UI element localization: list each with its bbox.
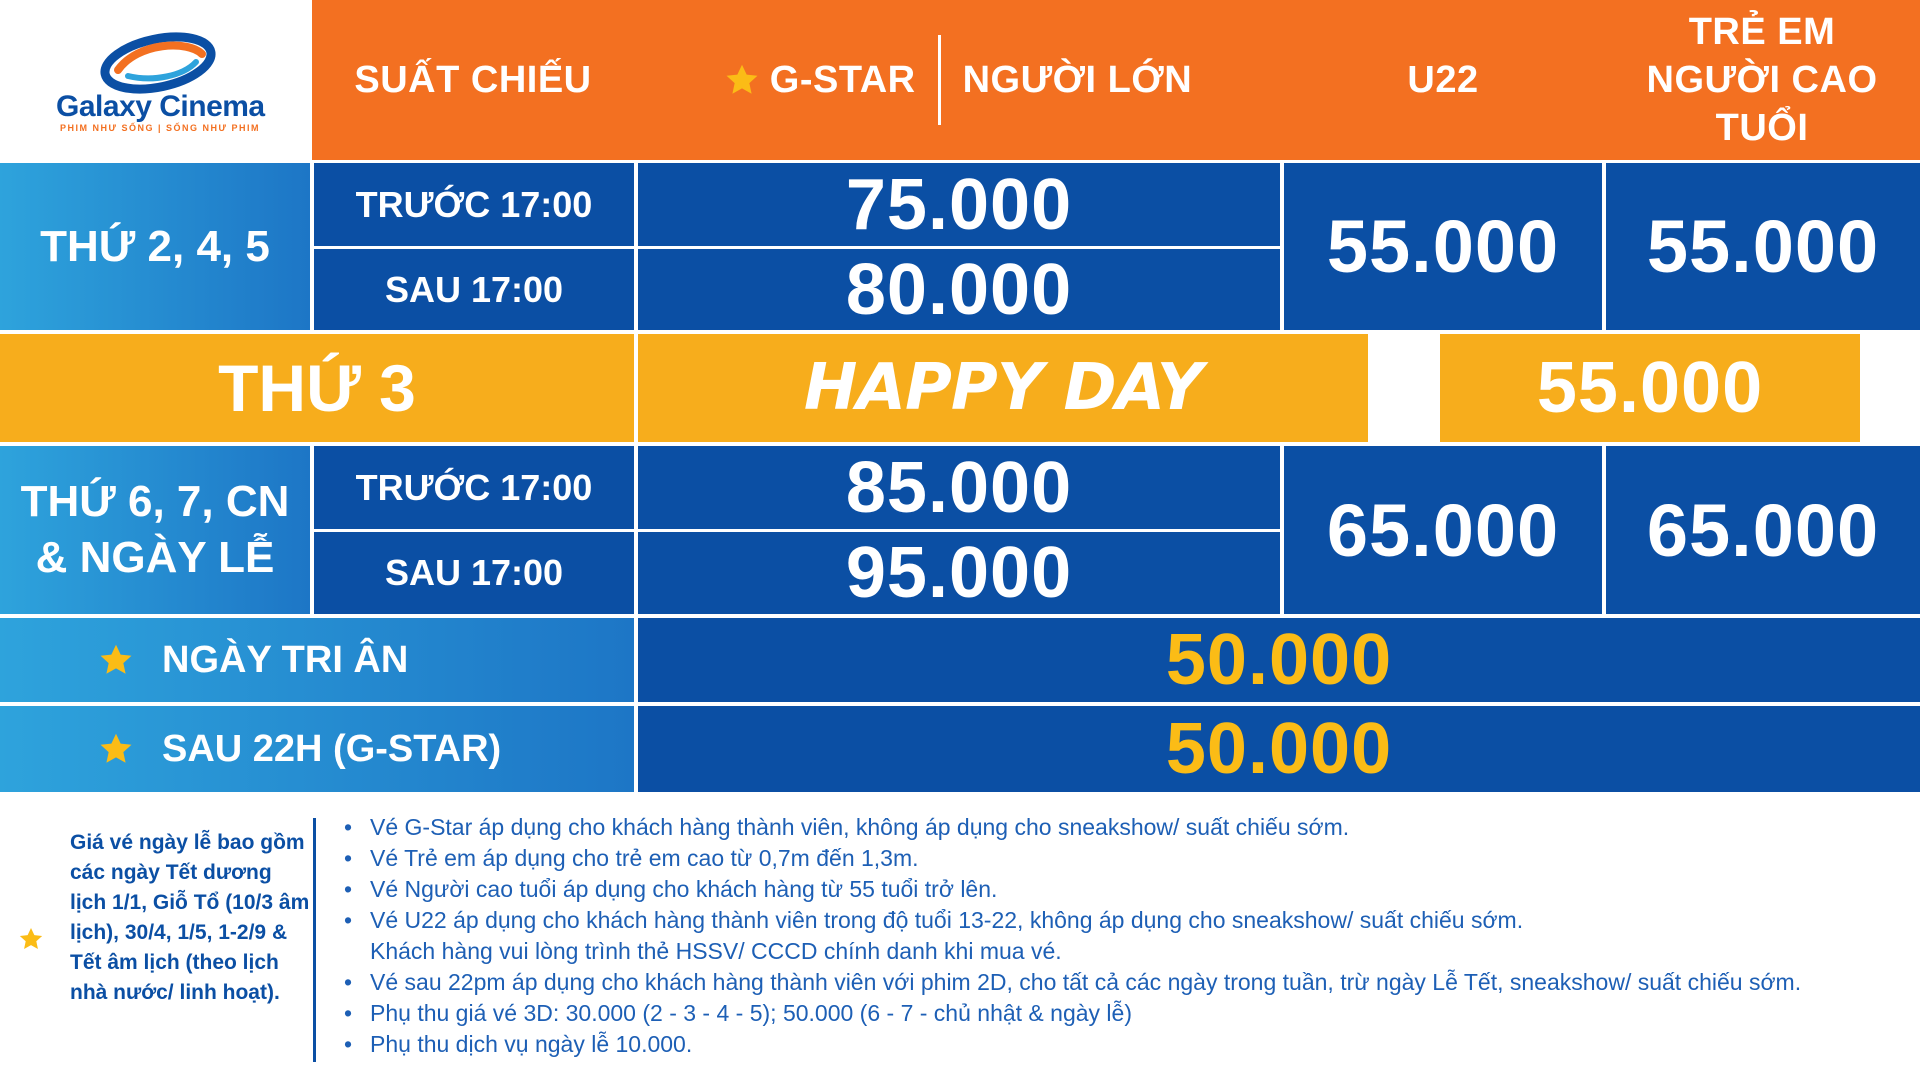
weekend-day-line1: THỨ 6, 7, CN bbox=[20, 477, 290, 526]
weekend-kids-price: 65.000 bbox=[1606, 446, 1920, 614]
header-u22: U22 bbox=[1282, 0, 1604, 160]
header-u22-label: U22 bbox=[1407, 59, 1479, 101]
special-row-2-label-cell: SAU 22H (G-STAR) bbox=[0, 706, 634, 792]
header-kids-senior: TRẺ EM NGƯỜI CAO TUỔI bbox=[1604, 0, 1920, 160]
notes-list: Vé G-Star áp dụng cho khách hàng thành v… bbox=[340, 812, 1900, 1060]
tuesday-price: 55.000 bbox=[1440, 334, 1860, 442]
weekend-day: THỨ 6, 7, CN & NGÀY LỄ bbox=[0, 446, 310, 614]
weekday-kids-value: 55.000 bbox=[1646, 205, 1880, 288]
note-item: Vé sau 22pm áp dụng cho khách hàng thành… bbox=[340, 967, 1900, 998]
weekday-after-label: SAU 17:00 bbox=[384, 268, 564, 310]
weekday-kids-price: 55.000 bbox=[1606, 163, 1920, 330]
header-adult-label: NGƯỜI LỚN bbox=[962, 59, 1193, 101]
weekday-before-slot: TRƯỚC 17:00 bbox=[314, 163, 634, 246]
weekend-u22-price: 65.000 bbox=[1284, 446, 1602, 614]
note-item-line1: Vé U22 áp dụng cho khách hàng thành viên… bbox=[370, 907, 1524, 933]
weekday-day: THỨ 2, 4, 5 bbox=[0, 163, 310, 330]
weekday-price-before: 75.000 bbox=[638, 163, 1280, 246]
header-senior-label: NGƯỜI CAO TUỔI bbox=[1646, 59, 1878, 149]
special-row-1-label-cell: NGÀY TRI ÂN bbox=[0, 618, 634, 702]
weekend-u22-value: 65.000 bbox=[1326, 488, 1560, 572]
galaxy-cinema-logo: Galaxy Cinema PHIM NHƯ SỐNG | SỐNG NHƯ P… bbox=[0, 0, 312, 160]
note-item: Vé U22 áp dụng cho khách hàng thành viên… bbox=[340, 905, 1900, 967]
weekday-after-slot: SAU 17:00 bbox=[314, 249, 634, 330]
note-item: Vé Trẻ em áp dụng cho trẻ em cao từ 0,7m… bbox=[340, 843, 1900, 874]
weekend-after-slot: SAU 17:00 bbox=[314, 532, 634, 614]
star-icon bbox=[98, 731, 134, 767]
star-icon bbox=[724, 62, 760, 98]
weekend-price-divider bbox=[638, 529, 1280, 532]
special-row-2-price-cell: 50.000 bbox=[638, 706, 1920, 792]
holiday-note: Giá vé ngày lễ bao gồm các ngày Tết dươn… bbox=[70, 831, 310, 1004]
weekday-before-label: TRƯỚC 17:00 bbox=[355, 183, 593, 225]
note-item: Vé Người cao tuổi áp dụng cho khách hàng… bbox=[340, 874, 1900, 905]
weekday-price-divider bbox=[638, 246, 1280, 249]
weekday-price-after: 80.000 bbox=[638, 249, 1280, 330]
tuesday-price-value: 55.000 bbox=[1536, 348, 1764, 428]
special-row-1-label: NGÀY TRI ÂN bbox=[162, 638, 409, 681]
weekend-before-slot: TRƯỚC 17:00 bbox=[314, 446, 634, 529]
weekday-u22-price: 55.000 bbox=[1284, 163, 1602, 330]
galaxy-logo-icon bbox=[100, 32, 216, 94]
weekend-price-before-value: 85.000 bbox=[845, 447, 1073, 528]
weekday-u22-value: 55.000 bbox=[1326, 205, 1560, 288]
header-kids-label: TRẺ EM bbox=[1688, 11, 1836, 53]
header-showtime-label: SUẤT CHIẾU bbox=[354, 59, 592, 101]
weekend-day-line2: & NGÀY LỄ bbox=[35, 533, 275, 582]
tuesday-day-label: THỨ 3 bbox=[218, 351, 416, 425]
note-item: Phụ thu dịch vụ ngày lễ 10.000. bbox=[340, 1029, 1900, 1060]
header-gstar-adult: G-STAR NGƯỜI LỚN bbox=[634, 0, 1282, 160]
weekend-price-before: 85.000 bbox=[638, 446, 1280, 529]
special-row-1-price: 50.000 bbox=[1165, 620, 1393, 700]
special-row-2-label: SAU 22H (G-STAR) bbox=[162, 727, 502, 770]
weekend-after-label: SAU 17:00 bbox=[384, 552, 564, 593]
weekday-price-after-value: 80.000 bbox=[845, 249, 1073, 330]
tuesday-happy-day: HAPPY DAY bbox=[638, 334, 1368, 442]
weekend-before-label: TRƯỚC 17:00 bbox=[355, 466, 593, 508]
star-icon bbox=[98, 642, 134, 678]
header-gstar-label: G-STAR bbox=[769, 59, 916, 101]
weekday-price-before-value: 75.000 bbox=[845, 164, 1073, 245]
weekend-kids-value: 65.000 bbox=[1646, 488, 1880, 572]
note-item: Vé G-Star áp dụng cho khách hàng thành v… bbox=[340, 812, 1900, 843]
star-icon bbox=[18, 926, 44, 952]
header-showtime: SUẤT CHIẾU bbox=[312, 0, 634, 160]
logo-name: Galaxy Cinema bbox=[56, 90, 265, 123]
tuesday-day: THỨ 3 bbox=[0, 334, 634, 442]
weekend-price-after: 95.000 bbox=[638, 532, 1280, 614]
special-row-2-price: 50.000 bbox=[1165, 709, 1393, 789]
special-row-1-price-cell: 50.000 bbox=[638, 618, 1920, 702]
logo-tagline: PHIM NHƯ SỐNG | SỐNG NHƯ PHIM bbox=[60, 123, 260, 133]
weekend-price-after-value: 95.000 bbox=[845, 533, 1073, 613]
notes-divider bbox=[313, 818, 316, 1062]
tuesday-happy-day-label: HAPPY DAY bbox=[803, 351, 1203, 425]
weekday-day-label: THỨ 2, 4, 5 bbox=[40, 221, 270, 271]
note-item: Phụ thu giá vé 3D: 30.000 (2 - 3 - 4 - 5… bbox=[340, 998, 1900, 1029]
note-item-line2: Khách hàng vui lòng trình thẻ HSSV/ CCCD… bbox=[370, 938, 1062, 964]
header-separator bbox=[937, 35, 941, 125]
